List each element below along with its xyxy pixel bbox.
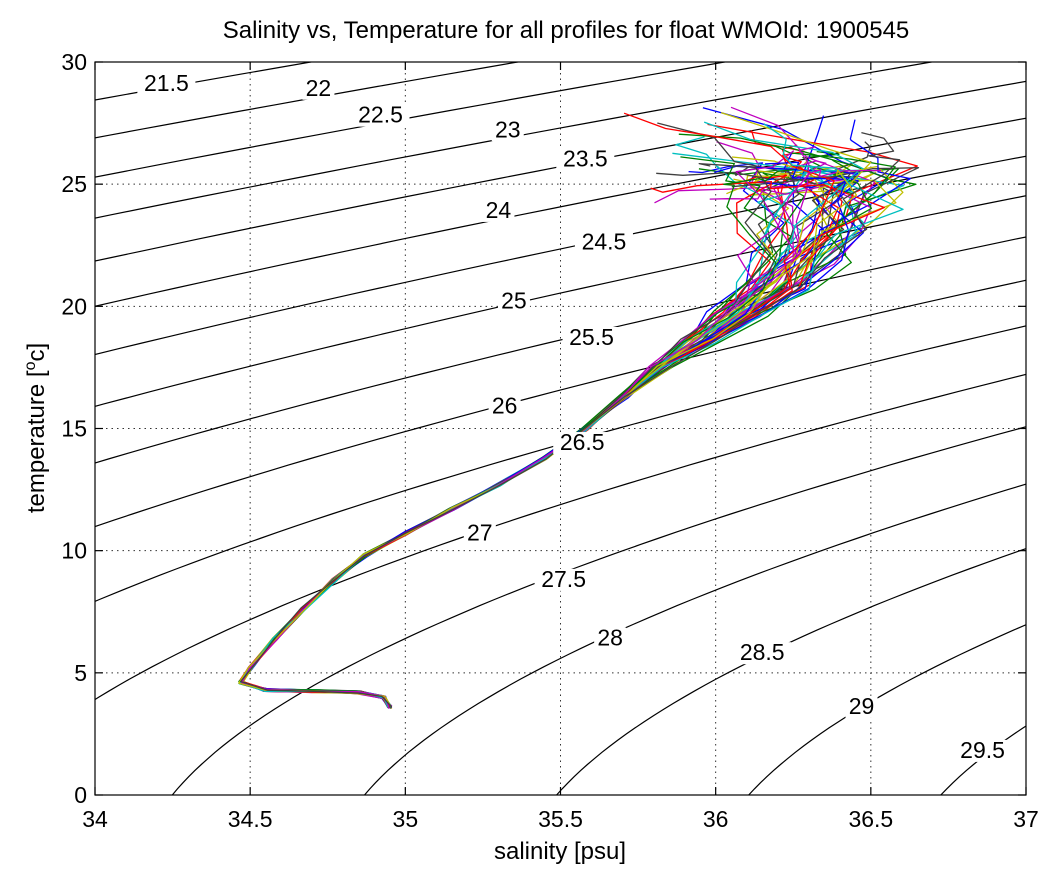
contour-label-bg: [302, 77, 335, 100]
density-contour: [555, 547, 1026, 795]
density-contour: [95, 62, 729, 178]
contour-labels: 21.5 22 22.5 23 23.5 24 24.5 25 25.5 26 26.5 27 27.5…: [137, 70, 1012, 763]
x-tick-label: 36.5: [848, 806, 893, 832]
contour-label-bg: [482, 199, 515, 222]
x-tick-label: 34.5: [228, 806, 273, 832]
density-contour: [95, 117, 1026, 307]
contour-label-bg: [556, 148, 615, 171]
contour-label: 26.5: [560, 429, 605, 455]
density-contour: [95, 279, 1026, 528]
contour-label-bg: [463, 522, 496, 545]
contour-label-bg: [953, 739, 1012, 762]
contour-label: 23: [495, 116, 521, 142]
x-tick-label: 34: [82, 806, 108, 832]
y-axis-label-sup: o: [22, 361, 39, 370]
x-axis-label: salinity [psu]: [494, 838, 626, 865]
x-tick-label: 36: [703, 806, 729, 832]
contour-label: 23.5: [563, 146, 608, 172]
contour-label-bg: [733, 642, 792, 665]
contour-label: 28: [597, 625, 623, 651]
contour-label: 29.5: [960, 737, 1005, 763]
y-tick-label: 10: [61, 538, 87, 564]
density-contour: [95, 62, 935, 219]
y-tick-labels: 0 5 10 15 20 25 30: [61, 49, 87, 808]
density-contour: [95, 325, 1026, 603]
contour-label-bg: [351, 104, 410, 127]
y-tick-label: 15: [61, 416, 87, 442]
y-tick-label: 25: [61, 171, 87, 197]
contour-label-bg: [137, 72, 196, 95]
y-tick-label: 0: [74, 782, 87, 808]
density-contour: [95, 155, 1026, 356]
x-tick-label: 35.5: [538, 806, 583, 832]
density-contour: [95, 373, 1026, 701]
density-contour: [171, 426, 1026, 795]
contour-label-bg: [594, 627, 627, 650]
y-axis-label-tail: c]: [23, 343, 50, 362]
contour-label-bg: [553, 432, 612, 455]
contour-label: 26: [492, 392, 518, 418]
contour-label: 25: [501, 287, 527, 313]
x-tick-label: 35: [393, 806, 419, 832]
y-tick-label: 5: [74, 660, 87, 686]
contour-label: 24.5: [582, 229, 627, 255]
x-tick-labels: 34 34.5 35 35.5 36 36.5 37: [82, 806, 1039, 832]
contour-label: 28.5: [740, 639, 785, 665]
contour-label-bg: [574, 231, 633, 254]
contour-label: 22.5: [358, 102, 403, 128]
density-contour: [95, 62, 522, 139]
contour-label-bg: [845, 695, 878, 718]
axis-ticks: [94, 61, 1027, 796]
contour-label-bg: [497, 290, 530, 313]
y-axis-label-main: temperature [: [23, 370, 50, 513]
contour-label: 27: [467, 519, 493, 545]
contour-label: 27.5: [541, 566, 586, 592]
contour-label: 25.5: [569, 324, 614, 350]
contour-label: 22: [306, 75, 332, 101]
y-tick-label: 30: [61, 49, 87, 75]
density-contour: [95, 236, 1026, 464]
contour-label: 29: [849, 693, 875, 719]
y-axis-label: temperature [oc]: [22, 343, 50, 513]
contour-label-bg: [562, 326, 621, 349]
x-tick-label: 37: [1013, 806, 1039, 832]
contour-label: 24: [486, 197, 512, 223]
contour-label: 21.5: [144, 70, 189, 96]
contour-label-bg: [488, 395, 521, 418]
chart-title: Salinity vs, Temperature for all profile…: [223, 17, 910, 44]
density-contour: [747, 624, 1026, 795]
density-contours: [95, 62, 1026, 795]
y-tick-label: 20: [61, 293, 87, 319]
density-contour: [363, 483, 1026, 795]
contour-label-bg: [534, 568, 593, 591]
contour-label-bg: [491, 119, 524, 142]
